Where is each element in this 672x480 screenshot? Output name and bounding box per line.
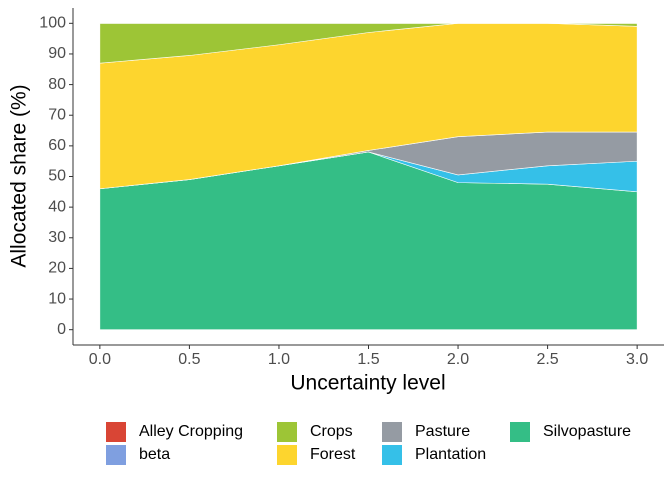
x-tick-label: 3.0 — [626, 351, 648, 368]
x-tick-label: 1.5 — [357, 351, 379, 368]
y-tick-label: 0 — [57, 321, 66, 338]
legend-label: Plantation — [415, 446, 486, 463]
legend-label: Forest — [310, 446, 356, 463]
x-tick-label: 2.0 — [447, 351, 469, 368]
y-tick-label: 40 — [48, 198, 66, 215]
x-axis-title: Uncertainty level — [290, 372, 445, 395]
legend-swatch — [510, 422, 530, 442]
legend-swatch — [106, 422, 126, 442]
legend-swatch — [277, 422, 297, 442]
legend-label: Crops — [310, 423, 353, 440]
legend-label: Pasture — [415, 423, 470, 440]
x-tick-label: 0.5 — [178, 351, 200, 368]
y-tick-label: 20 — [48, 260, 66, 277]
y-tick-label: 60 — [48, 137, 66, 154]
x-tick-label: 2.5 — [536, 351, 558, 368]
x-tick-label: 1.0 — [268, 351, 290, 368]
legend-swatch — [106, 445, 126, 465]
legend-label: Silvopasture — [543, 423, 631, 440]
legend-label: Alley Cropping — [139, 423, 243, 440]
y-tick-label: 50 — [48, 168, 66, 185]
legend-swatch — [382, 422, 402, 442]
x-tick-label: 0.0 — [89, 351, 111, 368]
y-tick-label: 10 — [48, 290, 66, 307]
y-axis-title: Allocated share (%) — [8, 84, 31, 267]
y-tick-label: 70 — [48, 106, 66, 123]
legend-swatch — [382, 445, 402, 465]
y-tick-label: 80 — [48, 76, 66, 93]
legend-label: beta — [139, 446, 170, 463]
y-tick-label: 30 — [48, 229, 66, 246]
legend-swatch — [277, 445, 297, 465]
y-tick-label: 90 — [48, 45, 66, 62]
y-tick-label: 100 — [39, 15, 66, 32]
